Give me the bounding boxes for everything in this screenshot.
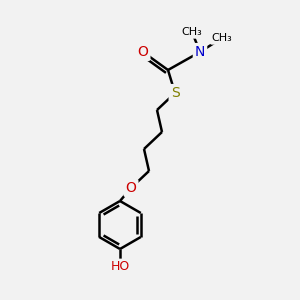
- Text: CH₃: CH₃: [212, 33, 233, 43]
- Text: N: N: [195, 45, 205, 59]
- Text: CH₃: CH₃: [182, 27, 203, 37]
- Text: O: O: [126, 181, 136, 195]
- Text: HO: HO: [110, 260, 130, 274]
- Text: O: O: [138, 45, 148, 59]
- Text: S: S: [171, 86, 179, 100]
